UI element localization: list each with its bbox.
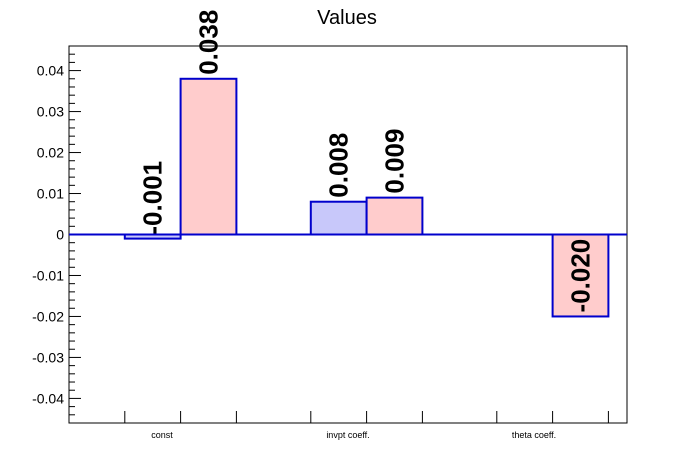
y-tick-label: -0.04 xyxy=(32,390,64,406)
bar xyxy=(179,77,238,236)
bar-value-label: 0.038 xyxy=(194,10,224,75)
y-tick-label: 0.03 xyxy=(37,104,64,120)
y-tick-label: -0.01 xyxy=(32,267,64,283)
bar-value-label: -0.001 xyxy=(138,161,168,235)
bar xyxy=(365,196,424,236)
y-tick-label: -0.03 xyxy=(32,349,64,365)
x-category-label: theta coeff. xyxy=(512,430,556,440)
y-tick-label: -0.02 xyxy=(32,308,64,324)
bar xyxy=(551,233,610,318)
y-tick-label: 0.04 xyxy=(37,63,64,79)
y-tick-label: 0.01 xyxy=(37,186,64,202)
bar-value-label: 0.008 xyxy=(324,133,354,198)
y-tick-label: 0.02 xyxy=(37,145,64,161)
bar-value-label: 0.009 xyxy=(380,129,410,194)
y-tick-label: 0 xyxy=(56,227,64,243)
plot-area: -0.04 -0.03 -0.02 -0.01 0 0.01 0.02 0.03 0.04 con… xyxy=(32,10,628,440)
x-category-label: const xyxy=(151,430,173,440)
x-category-label: invpt coeff. xyxy=(326,430,369,440)
bar xyxy=(309,200,368,236)
bar-value-label: -0.020 xyxy=(566,239,596,313)
chart-title: Values xyxy=(317,7,377,29)
